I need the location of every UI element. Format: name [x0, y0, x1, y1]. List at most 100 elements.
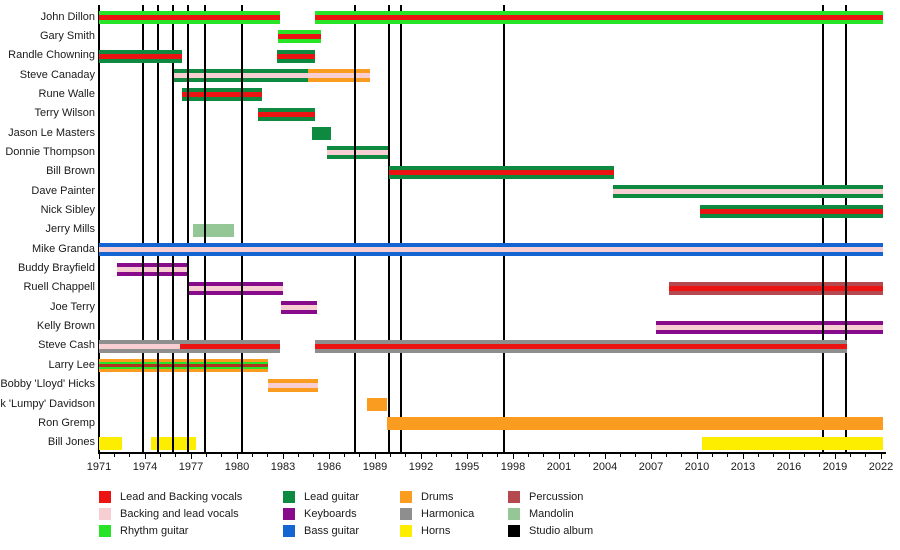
x-major-tick-1980 — [236, 454, 238, 459]
legend-label-horns: Horns — [421, 525, 451, 537]
x-major-tick-1998 — [512, 454, 514, 459]
bar-center-stripe — [267, 382, 319, 388]
bar-center-stripe — [388, 169, 615, 175]
bar-terry-wilson-0 — [258, 107, 316, 121]
bar-center-stripe — [276, 53, 316, 59]
x-minor-tick-2018 — [819, 454, 821, 457]
bar-buddy-brayfield-0 — [117, 262, 190, 276]
member-label-jason-le-masters: Jason Le Masters — [8, 126, 95, 139]
x-minor-tick-1991 — [405, 454, 407, 457]
bar-center-stripe — [99, 364, 268, 368]
bar-rune-walle-0 — [181, 88, 262, 102]
x-major-tick-1977 — [190, 454, 192, 459]
bar-center-stripe — [669, 285, 883, 291]
studio-album-line-10 — [821, 5, 824, 452]
x-minor-tick-2008 — [665, 454, 667, 457]
x-major-tick-2001 — [558, 454, 560, 459]
bar-center-stripe — [99, 53, 182, 59]
x-minor-tick-2012 — [727, 454, 729, 457]
legend-swatch-studio-album — [508, 525, 520, 537]
legend-swatch-keyboards — [283, 508, 295, 520]
studio-album-line-11 — [844, 5, 847, 452]
bar-center-stripe — [187, 285, 283, 291]
x-tick-label-1998: 1998 — [500, 461, 526, 473]
studio-album-line-1 — [157, 5, 160, 452]
x-major-tick-1983 — [282, 454, 284, 459]
bar-ruell-chappell-0 — [187, 281, 283, 295]
bar-center-stripe — [612, 189, 883, 195]
bar-center-stripe — [327, 150, 389, 156]
legend-swatch-lead-guitar — [283, 491, 295, 503]
bar-steve-cash-0 — [99, 339, 280, 353]
x-minor-tick-1993 — [435, 454, 437, 457]
studio-album-line-4 — [203, 5, 206, 452]
legend-swatch-percussion — [508, 491, 520, 503]
member-label-kelly-brown: Kelly Brown — [36, 320, 95, 333]
x-major-tick-2016 — [788, 454, 790, 459]
x-major-tick-2022 — [880, 454, 882, 459]
studio-album-line-9 — [502, 5, 505, 452]
studio-album-line-0 — [142, 5, 145, 452]
x-minor-tick-2021 — [865, 454, 867, 457]
bar-ron-gremp-0 — [387, 417, 883, 431]
legend-label-harmonica: Harmonica — [421, 508, 475, 520]
x-tick-label-1986: 1986 — [316, 461, 342, 473]
legend-label-rhythm-guitar: Rhythm guitar — [120, 525, 189, 537]
bar-bobby-lloyd-hicks-0 — [267, 378, 319, 392]
x-minor-tick-1988 — [359, 454, 361, 457]
x-minor-tick-1975 — [159, 454, 161, 457]
x-minor-tick-1984 — [297, 454, 299, 457]
x-major-tick-1992 — [420, 454, 422, 459]
bar-dave-painter-0 — [612, 185, 883, 199]
x-minor-tick-2020 — [849, 454, 851, 457]
x-minor-tick-2017 — [803, 454, 805, 457]
x-major-tick-2004 — [604, 454, 606, 459]
x-tick-label-2001: 2001 — [546, 461, 572, 473]
studio-album-line-3 — [186, 5, 189, 452]
x-minor-tick-2000 — [543, 454, 545, 457]
x-major-tick-2013 — [742, 454, 744, 459]
bar-center-stripe — [99, 343, 280, 349]
legend-swatch-mandolin — [508, 508, 520, 520]
x-major-tick-2019 — [834, 454, 836, 459]
x-tick-label-2004: 2004 — [592, 461, 618, 473]
bar-joe-terry-0 — [281, 301, 317, 315]
bar-bill-jones-2 — [701, 436, 883, 450]
legend-swatch-backing-and-lead-vocals — [99, 508, 111, 520]
x-minor-tick-2009 — [681, 454, 683, 457]
x-minor-tick-1997 — [497, 454, 499, 457]
x-tick-label-2007: 2007 — [638, 461, 664, 473]
x-tick-label-2022: 2022 — [868, 461, 894, 473]
member-label-terry-wilson: Terry Wilson — [34, 107, 95, 120]
legend-label-backing-and-lead-vocals: Backing and lead vocals — [120, 508, 239, 520]
x-major-tick-1971 — [98, 454, 100, 459]
member-label-bobby-lloyd-hicks: Bobby 'Lloyd' Hicks — [0, 378, 95, 391]
x-major-tick-1974 — [144, 454, 146, 459]
x-major-tick-1986 — [328, 454, 330, 459]
x-minor-tick-2015 — [773, 454, 775, 457]
member-label-donnie-thompson: Donnie Thompson — [5, 145, 95, 158]
bar-ruell-chappell-1 — [669, 281, 883, 295]
legend-swatch-bass-guitar — [283, 525, 295, 537]
bar-center-stripe — [315, 15, 883, 20]
bar-center-stripe — [117, 266, 190, 272]
bar-center-stripe — [655, 324, 883, 330]
x-tick-label-1980: 1980 — [224, 461, 250, 473]
bar-steve-canaday-1 — [307, 69, 371, 83]
bar-donnie-thompson-0 — [327, 146, 389, 160]
member-label-joe-terry: Joe Terry — [49, 300, 95, 313]
bar-ck-lumpy-davidson-0 — [367, 398, 388, 411]
bar-randle-chowning-0 — [99, 49, 182, 63]
x-minor-tick-1973 — [129, 454, 131, 457]
x-tick-label-2013: 2013 — [730, 461, 756, 473]
bar-bill-jones-0 — [99, 436, 122, 450]
bar-mike-granda-0 — [99, 243, 883, 257]
member-label-ck-lumpy-davidson: ck 'Lumpy' Davidson — [0, 397, 95, 410]
x-tick-label-1974: 1974 — [132, 461, 158, 473]
legend-label-percussion: Percussion — [529, 491, 584, 503]
studio-album-line-2 — [171, 5, 174, 452]
bar-kelly-brown-0 — [655, 320, 883, 334]
studio-album-line-5 — [240, 5, 243, 452]
member-label-steve-cash: Steve Cash — [38, 339, 95, 352]
